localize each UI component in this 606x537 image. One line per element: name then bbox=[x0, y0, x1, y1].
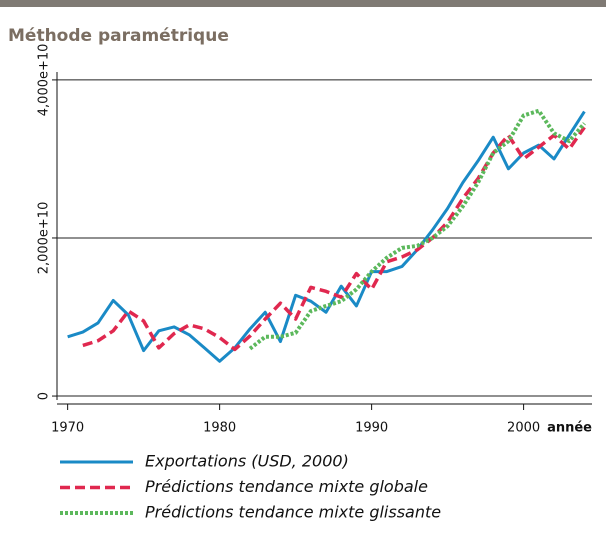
x-tick-label: 1980 bbox=[203, 421, 236, 436]
x-axis-label: année bbox=[547, 421, 592, 436]
series-line bbox=[82, 126, 586, 352]
legend-label: Prédictions tendance mixte glissante bbox=[145, 503, 441, 522]
x-tick-label: 2000 bbox=[507, 421, 540, 436]
legend-label: Exportations (USD, 2000) bbox=[145, 452, 349, 471]
legend-label: Prédictions tendance mixte globale bbox=[145, 477, 428, 496]
top-rule bbox=[0, 0, 606, 7]
chart-title: Méthode paramétrique bbox=[8, 26, 229, 46]
x-tick-label: 1970 bbox=[51, 421, 84, 436]
x-tick-label: 1990 bbox=[355, 421, 388, 436]
y-tick-label: 0 bbox=[37, 392, 52, 400]
y-tick-label: 4,000e+10 bbox=[37, 44, 52, 117]
y-tick-label: 2,000e+10 bbox=[37, 202, 52, 275]
series-line bbox=[248, 108, 586, 351]
